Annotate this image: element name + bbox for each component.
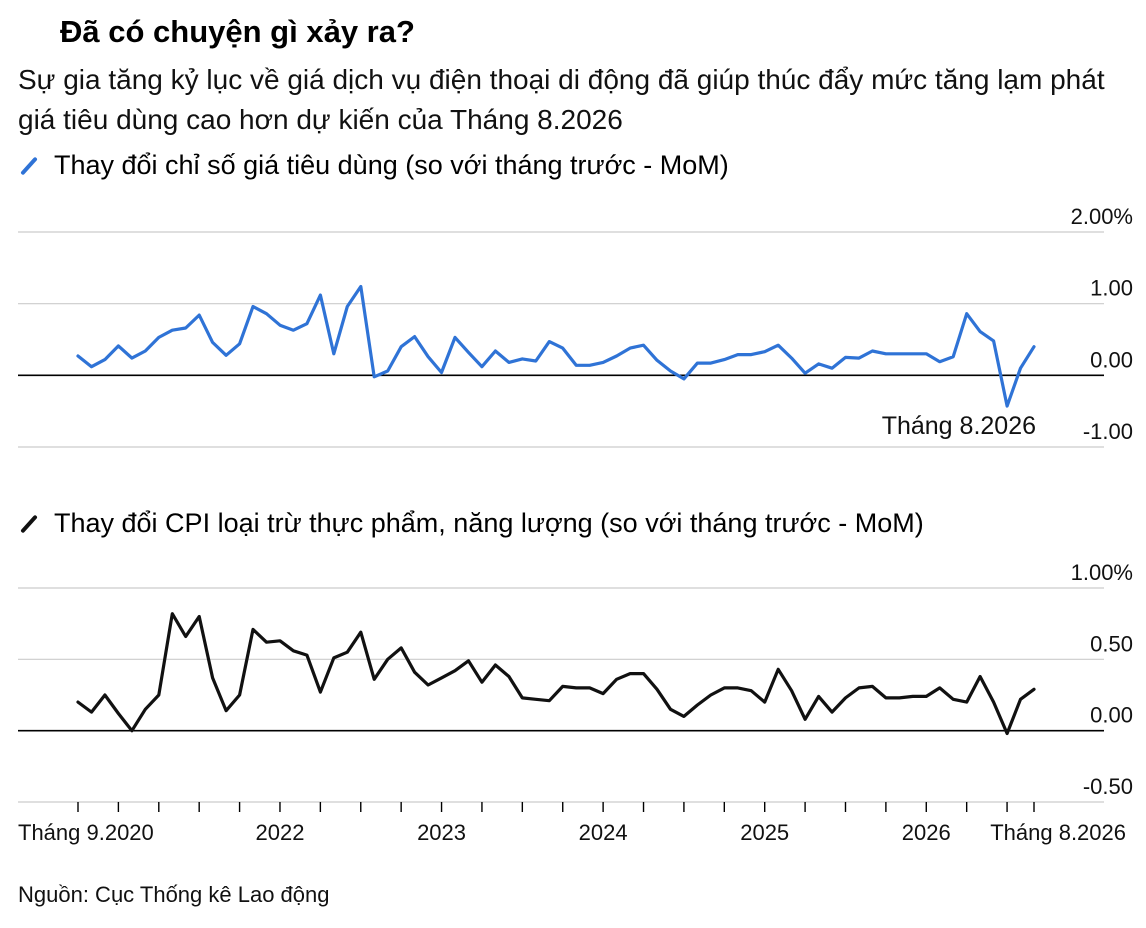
x-tick-label: Tháng 8.2026 xyxy=(990,820,1126,845)
core-y-tick-label: 1.00% xyxy=(1071,560,1133,585)
legend-cpi-label: Thay đổi chỉ số giá tiêu dùng (so với th… xyxy=(54,150,729,180)
legend-cpi: Thay đổi chỉ số giá tiêu dùng (so với th… xyxy=(18,150,729,181)
core-cpi-panel: 1.00% 0.50 0.00 -0.50 xyxy=(18,560,1133,803)
cpi-y-tick-label: -1.00 xyxy=(1083,419,1133,444)
core-y-tick-label: 0.50 xyxy=(1090,631,1133,656)
chart-title: Đã có chuyện gì xảy ra? xyxy=(60,14,415,49)
cpi-y-tick-label: 0.00 xyxy=(1090,347,1133,372)
x-axis: Tháng 9.2020 2022 2023 2024 2025 2026 Tháng 8.… xyxy=(18,802,1126,845)
x-tick-label: 2024 xyxy=(579,820,628,845)
x-tick-label: 2025 xyxy=(740,820,789,845)
x-tick-label: 2026 xyxy=(902,820,951,845)
core-y-tick-label: 0.00 xyxy=(1090,703,1133,728)
source-note: Nguồn: Cục Thống kê Lao động xyxy=(18,882,330,907)
legend-core: Thay đổi CPI loại trừ thực phẩm, năng lư… xyxy=(18,508,924,539)
x-tick-label: 2022 xyxy=(255,820,304,845)
cpi-y-tick-label: 1.00 xyxy=(1090,276,1133,301)
core-y-tick-label: -0.50 xyxy=(1083,774,1133,799)
chart-subtitle: Sự gia tăng kỷ lục về giá dịch vụ điện t… xyxy=(18,64,1105,135)
legend-core-label: Thay đổi CPI loại trừ thực phẩm, năng lư… xyxy=(54,508,924,538)
x-tick-label: Tháng 9.2020 xyxy=(18,820,154,845)
core-series-line xyxy=(76,612,1036,736)
x-tick-label: 2023 xyxy=(417,820,466,845)
cpi-series-line xyxy=(76,284,1036,408)
cpi-y-tick-label: 2.00% xyxy=(1071,204,1133,229)
cpi-annotation: Tháng 8.2026 xyxy=(882,412,1036,440)
cpi-panel: 2.00% 1.00 0.00 -1.00 Tháng 8.2026 xyxy=(18,204,1133,448)
